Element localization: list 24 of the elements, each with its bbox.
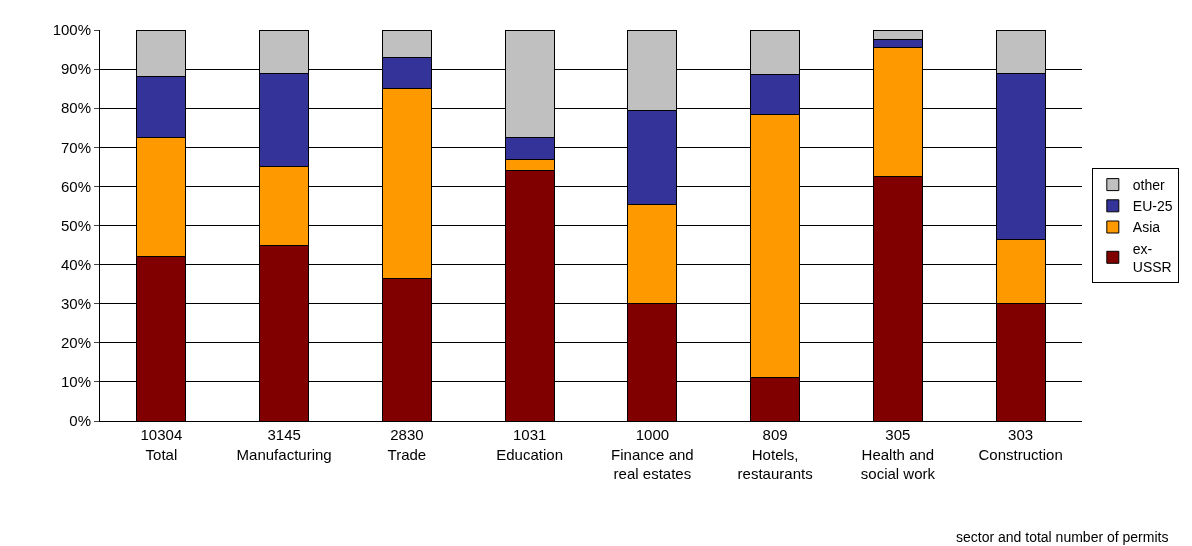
legend-label: ex- USSR <box>1132 240 1172 275</box>
x-tick-label: 1031 Education <box>496 426 563 463</box>
y-tick-label: 90% <box>60 60 91 78</box>
legend-label: EU-25 <box>1132 198 1173 215</box>
y-tick-label: 30% <box>60 294 91 312</box>
y-tick-label: 80% <box>60 99 91 117</box>
y-tick-label: 0% <box>69 412 91 430</box>
legend-label: Asia <box>1132 219 1161 236</box>
x-tick-label: 1000 Finance and real estates <box>611 426 694 482</box>
y-tick-label: 100% <box>52 21 91 39</box>
x-tick-label: 2830 Trade <box>387 426 427 463</box>
x-tick-label: 305 Health and social work <box>860 426 936 482</box>
x-tick-label: 3145 Manufacturing <box>236 426 332 463</box>
x-tick-label: 809 Hotels, restaurants <box>737 426 813 482</box>
y-tick-label: 50% <box>60 216 91 234</box>
y-tick-label: 10% <box>60 373 91 391</box>
x-tick-label: 303 Construction <box>978 426 1063 463</box>
y-tick-label: 70% <box>60 138 91 156</box>
y-tick-label: 40% <box>60 255 91 273</box>
x-tick-label: 10304 Total <box>140 426 183 463</box>
legend-label: other <box>1132 177 1166 194</box>
y-tick-label: 60% <box>60 177 91 195</box>
x-axis-title: sector and total number of permits <box>956 529 1169 545</box>
y-tick-label: 20% <box>60 334 91 352</box>
